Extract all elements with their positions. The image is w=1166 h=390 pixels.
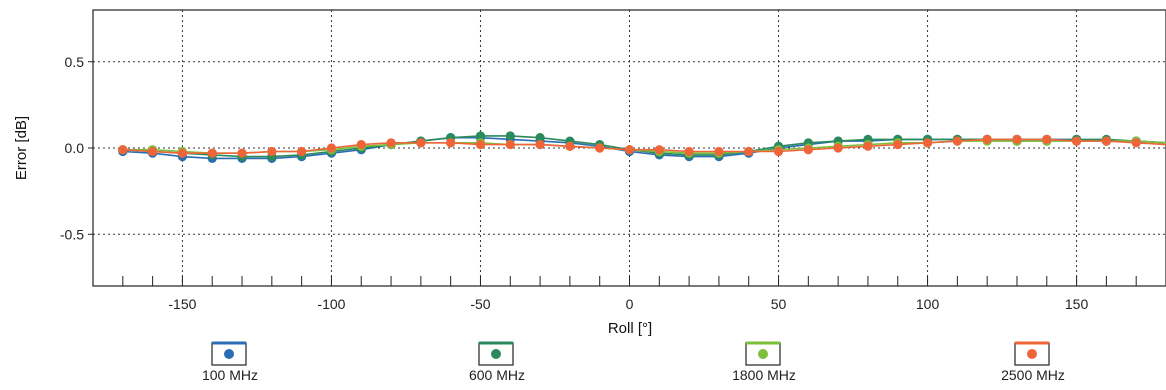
data-point <box>803 145 813 155</box>
x-tick-label: -50 <box>470 296 490 312</box>
data-point <box>505 131 515 141</box>
data-point <box>118 145 128 155</box>
series-2500-mhz <box>118 134 1166 158</box>
x-tick-label: 150 <box>1065 296 1089 312</box>
data-point <box>535 139 545 150</box>
y-tick-label: -0.5 <box>60 226 84 242</box>
data-point <box>773 146 784 157</box>
series-600-mhz <box>118 131 1166 162</box>
data-point <box>535 133 545 143</box>
data-point <box>475 139 486 150</box>
data-point <box>863 141 873 151</box>
data-point <box>744 146 754 157</box>
data-point <box>475 131 486 141</box>
legend-label: 2500 MHz <box>1001 367 1065 383</box>
series-layer <box>118 131 1166 163</box>
x-tick-label: -150 <box>168 296 196 312</box>
legend-marker <box>758 349 768 359</box>
y-tick-label: 0.0 <box>65 140 85 156</box>
data-point <box>148 146 158 157</box>
data-point <box>207 148 217 158</box>
data-point <box>833 143 843 153</box>
data-point <box>893 139 903 150</box>
data-point <box>505 139 515 150</box>
y-tick-label: 0.5 <box>65 54 85 70</box>
x-axis-label: Roll [°] <box>608 320 652 337</box>
legend-marker <box>224 349 234 359</box>
x-minor-ticks <box>122 276 1166 286</box>
data-point <box>1131 138 1141 148</box>
x-tick-label: 0 <box>626 296 634 312</box>
x-tick-label: 100 <box>916 296 940 312</box>
legend-label: 100 MHz <box>202 367 258 383</box>
data-point <box>952 136 962 146</box>
legend-label: 1800 MHz <box>732 367 796 383</box>
data-point <box>356 139 366 150</box>
data-point <box>1012 134 1022 144</box>
y-axis: 0.5 0.0 -0.5 <box>60 54 93 242</box>
data-point <box>714 146 724 157</box>
data-point <box>1101 136 1111 146</box>
legend-item: 600 MHz <box>469 341 525 383</box>
data-point <box>684 146 694 157</box>
legend: 100 MHz 600 MHz 1800 MHz 2500 MHz <box>202 341 1065 383</box>
data-point <box>297 146 307 157</box>
data-point <box>1071 136 1082 146</box>
series-line <box>122 138 1166 154</box>
legend-item: 100 MHz <box>202 341 258 383</box>
x-tick-label: 50 <box>771 296 787 312</box>
y-axis-label: Error [dB] <box>13 116 30 180</box>
legend-marker <box>1027 349 1037 359</box>
data-point <box>624 145 635 155</box>
data-point <box>1042 134 1052 144</box>
data-point <box>922 138 933 148</box>
data-point <box>237 148 247 158</box>
legend-item: 1800 MHz <box>732 341 796 383</box>
data-point <box>446 138 456 148</box>
data-point <box>267 146 277 157</box>
data-point <box>982 134 992 144</box>
data-point <box>326 143 337 153</box>
data-point <box>416 138 426 148</box>
legend-marker <box>491 349 501 359</box>
data-point <box>177 148 188 158</box>
data-point <box>595 143 605 153</box>
data-point <box>654 145 664 155</box>
legend-label: 600 MHz <box>469 367 525 383</box>
x-axis: -150 -100 -50 0 50 100 150 <box>168 296 1088 312</box>
x-tick-label: -100 <box>317 296 345 312</box>
legend-item: 2500 MHz <box>1001 341 1065 383</box>
data-point <box>565 141 575 151</box>
data-point <box>386 138 396 148</box>
